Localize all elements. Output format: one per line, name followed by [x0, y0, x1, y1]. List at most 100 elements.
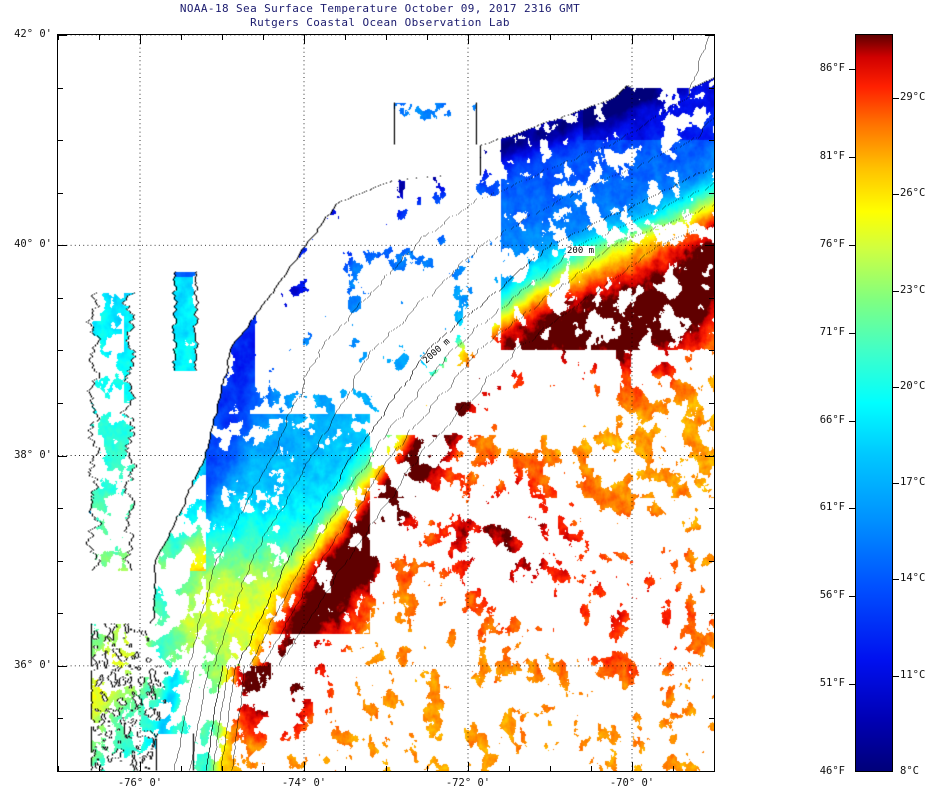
y-axis-label: 36° 0' — [14, 658, 52, 671]
x-tick — [673, 766, 674, 771]
x-axis-label: -74° 0' — [281, 777, 327, 789]
colorbar-label-fahrenheit: 71°F — [819, 326, 845, 338]
colorbar-label-celsius: 23°C — [900, 284, 926, 296]
colorbar-label-fahrenheit: 76°F — [819, 238, 845, 250]
title-line-1: NOAA-18 Sea Surface Temperature October … — [179, 2, 581, 15]
x-tick-top — [181, 35, 182, 40]
colorbar-label-fahrenheit: 56°F — [819, 589, 845, 601]
colorbar-label-celsius: 14°C — [900, 572, 926, 584]
temperature-colorbar[interactable] — [855, 34, 893, 772]
x-tick — [222, 766, 223, 771]
x-tick — [140, 762, 141, 771]
colorbar-label-fahrenheit: 66°F — [819, 414, 845, 426]
bathymetry-contour-label: 200 m — [566, 246, 596, 256]
colorbar-label-celsius: 20°C — [900, 380, 926, 392]
y-tick — [58, 456, 67, 457]
x-tick — [263, 766, 264, 771]
colorbar-tick-c — [892, 194, 899, 195]
colorbar-label-celsius: 26°C — [900, 187, 926, 199]
x-tick-top — [58, 35, 59, 40]
x-tick-top — [99, 35, 100, 40]
y-tick — [58, 561, 63, 562]
colorbar-tick-f — [849, 245, 856, 246]
colorbar-label-fahrenheit: 61°F — [819, 501, 845, 513]
colorbar-tick-c — [892, 98, 899, 99]
y-tick — [58, 771, 63, 772]
x-tick — [58, 766, 59, 771]
colorbar-tick-c — [892, 387, 899, 388]
map-panel[interactable] — [57, 34, 715, 772]
x-tick-top — [509, 35, 510, 40]
colorbar-tick-c — [892, 676, 899, 677]
y-tick-right — [709, 193, 714, 194]
y-tick-right — [709, 508, 714, 509]
x-tick-top — [468, 35, 469, 44]
y-tick-right — [705, 666, 714, 667]
x-tick-top — [591, 35, 592, 40]
y-tick — [58, 88, 63, 89]
sst-raster — [58, 35, 714, 771]
colorbar-tick-c — [892, 579, 899, 580]
x-axis-label: -70° 0' — [609, 777, 655, 789]
y-tick — [58, 350, 63, 351]
x-tick-top — [427, 35, 428, 40]
x-axis-label: -72° 0' — [445, 777, 491, 789]
y-tick-right — [705, 456, 714, 457]
x-tick — [509, 766, 510, 771]
x-tick — [99, 766, 100, 771]
colorbar-label-celsius: 11°C — [900, 669, 926, 681]
x-tick — [304, 762, 305, 771]
y-axis-label: 40° 0' — [14, 238, 52, 251]
colorbar-label-fahrenheit: 46°F — [819, 765, 845, 777]
x-tick-top — [345, 35, 346, 40]
x-tick — [550, 766, 551, 771]
colorbar-tick-f — [849, 157, 856, 158]
x-tick-top — [632, 35, 633, 44]
title-line-2: Rutgers Coastal Ocean Observation Lab — [250, 16, 510, 29]
colorbar-label-fahrenheit: 86°F — [819, 62, 845, 74]
colorbar-tick-f — [849, 508, 856, 509]
colorbar-label-fahrenheit: 51°F — [819, 677, 845, 689]
y-tick-right — [705, 245, 714, 246]
colorbar-label-celsius: 29°C — [900, 91, 926, 103]
x-tick-top — [140, 35, 141, 44]
x-tick — [591, 766, 592, 771]
y-tick-right — [709, 88, 714, 89]
y-tick-right — [709, 718, 714, 719]
colorbar-label-fahrenheit: 81°F — [819, 150, 845, 162]
x-tick-top — [550, 35, 551, 40]
y-tick-right — [709, 298, 714, 299]
x-tick — [468, 762, 469, 771]
x-tick — [181, 766, 182, 771]
x-tick-top — [714, 35, 715, 40]
colorbar-gradient — [856, 35, 892, 771]
x-tick-top — [673, 35, 674, 40]
y-axis-label: 42° 0' — [14, 28, 52, 40]
colorbar-tick-f — [849, 596, 856, 597]
y-tick — [58, 666, 67, 667]
x-tick — [427, 766, 428, 771]
y-tick — [58, 245, 67, 246]
colorbar-tick-c — [892, 483, 899, 484]
colorbar-label-celsius: 8°C — [900, 765, 919, 777]
y-tick — [58, 140, 63, 141]
y-tick-right — [709, 140, 714, 141]
colorbar-label-celsius: 17°C — [900, 476, 926, 488]
y-tick-right — [709, 613, 714, 614]
y-tick-right — [709, 350, 714, 351]
title-block: NOAA-18 Sea Surface Temperature October … — [0, 2, 760, 30]
x-tick-top — [304, 35, 305, 44]
y-tick — [58, 193, 63, 194]
x-axis-label: -76° 0' — [117, 777, 163, 789]
y-tick — [58, 35, 67, 36]
map-overlay — [58, 35, 714, 771]
y-tick-right — [709, 561, 714, 562]
colorbar-tick-f — [849, 69, 856, 70]
y-tick — [58, 613, 63, 614]
y-tick — [58, 298, 63, 299]
x-tick — [386, 766, 387, 771]
colorbar-tick-f — [849, 333, 856, 334]
x-tick-top — [263, 35, 264, 40]
y-tick-right — [709, 771, 714, 772]
